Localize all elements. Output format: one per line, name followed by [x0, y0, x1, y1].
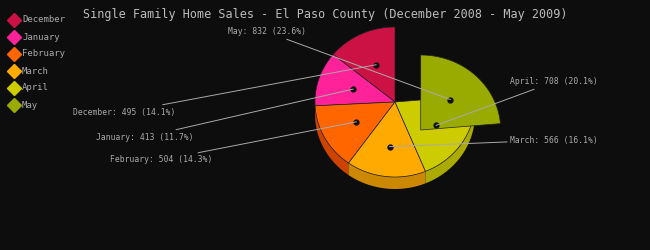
Text: December: 495 (14.1%): December: 495 (14.1%) — [73, 65, 376, 116]
Polygon shape — [421, 55, 500, 130]
Polygon shape — [315, 54, 395, 106]
Text: April: April — [22, 84, 49, 92]
Text: March: 566 (16.1%): March: 566 (16.1%) — [389, 136, 598, 147]
Polygon shape — [348, 102, 426, 177]
Text: Single Family Home Sales - El Paso County (December 2008 - May 2009): Single Family Home Sales - El Paso Count… — [83, 8, 567, 21]
Text: May: 832 (23.6%): May: 832 (23.6%) — [228, 28, 450, 100]
Text: March: March — [22, 66, 49, 76]
Polygon shape — [333, 27, 395, 102]
Text: May: May — [22, 100, 38, 110]
Text: February: 504 (14.3%): February: 504 (14.3%) — [110, 122, 356, 164]
Polygon shape — [395, 96, 475, 171]
Text: January: January — [22, 32, 60, 42]
Polygon shape — [315, 106, 348, 175]
Text: January: 413 (11.7%): January: 413 (11.7%) — [96, 89, 353, 142]
Text: February: February — [22, 50, 65, 58]
Polygon shape — [348, 163, 426, 189]
Polygon shape — [315, 102, 395, 163]
Text: April: 708 (20.1%): April: 708 (20.1%) — [436, 78, 598, 126]
Polygon shape — [426, 102, 475, 183]
Text: December: December — [22, 16, 65, 24]
